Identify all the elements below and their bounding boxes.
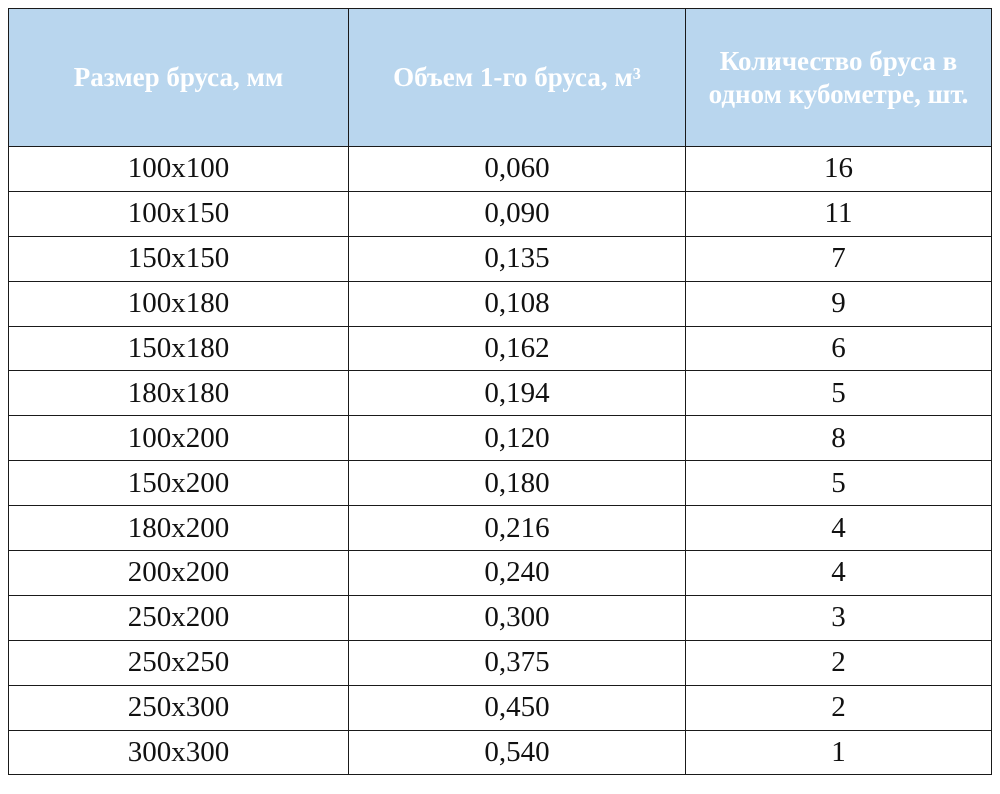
- cell-volume: 0,375: [348, 639, 686, 686]
- cell-quantity: 7: [685, 235, 992, 282]
- cell-volume: 0,135: [348, 235, 686, 282]
- cell-size: 150х180: [8, 325, 349, 372]
- cell-volume: 0,540: [348, 729, 686, 776]
- cell-size: 250х200: [8, 594, 349, 641]
- cell-size: 100х200: [8, 415, 349, 462]
- cell-volume: 0,090: [348, 190, 686, 237]
- cell-quantity: 2: [685, 639, 992, 686]
- cell-volume: 0,180: [348, 460, 686, 507]
- cell-volume: 0,216: [348, 505, 686, 552]
- cell-size: 100х180: [8, 280, 349, 327]
- table-header: Размер бруса, мм Объем 1-го бруса, м³ Ко…: [8, 8, 992, 147]
- table-row: 100х180 0,108 9: [8, 280, 992, 327]
- cell-size: 150х200: [8, 460, 349, 507]
- table-container: Размер бруса, мм Объем 1-го бруса, м³ Ко…: [8, 8, 992, 776]
- table-row: 250х200 0,300 3: [8, 594, 992, 641]
- cell-size: 300х300: [8, 729, 349, 776]
- table-row: 100х200 0,120 8: [8, 415, 992, 462]
- cell-quantity: 5: [685, 370, 992, 417]
- cell-volume: 0,240: [348, 550, 686, 596]
- cell-volume: 0,120: [348, 415, 686, 462]
- table-body: 100х100 0,060 16 100х150 0,090 11 150х150 0,135…: [8, 146, 992, 776]
- cell-size: 150х150: [8, 235, 349, 282]
- table-row: 180х200 0,216 4: [8, 505, 992, 552]
- header-size: Размер бруса, мм: [8, 8, 349, 147]
- cell-quantity: 6: [685, 325, 992, 372]
- table-row: 200х200 0,240 4: [8, 550, 992, 596]
- table-row: 100х150 0,090 11: [8, 190, 992, 237]
- cell-size: 100х100: [8, 146, 349, 192]
- cell-quantity: 4: [685, 505, 992, 552]
- cell-quantity: 5: [685, 460, 992, 507]
- cell-quantity: 2: [685, 684, 992, 731]
- cell-size: 180х200: [8, 505, 349, 552]
- cell-volume: 0,300: [348, 594, 686, 641]
- timber-volume-table: Размер бруса, мм Объем 1-го бруса, м³ Ко…: [8, 8, 992, 776]
- cell-volume: 0,194: [348, 370, 686, 417]
- cell-quantity: 16: [685, 146, 992, 192]
- cell-volume: 0,060: [348, 146, 686, 192]
- cell-size: 200х200: [8, 550, 349, 596]
- table-row: 150х180 0,162 6: [8, 325, 992, 372]
- cell-volume: 0,108: [348, 280, 686, 327]
- cell-volume: 0,450: [348, 684, 686, 731]
- table-row: 150х200 0,180 5: [8, 460, 992, 507]
- table-row: 150х150 0,135 7: [8, 235, 992, 282]
- table-row: 250х250 0,375 2: [8, 639, 992, 686]
- cell-volume: 0,162: [348, 325, 686, 372]
- table-row: 250х300 0,450 2: [8, 684, 992, 731]
- cell-quantity: 9: [685, 280, 992, 327]
- cell-quantity: 3: [685, 594, 992, 641]
- cell-size: 250х250: [8, 639, 349, 686]
- cell-size: 100х150: [8, 190, 349, 237]
- cell-size: 250х300: [8, 684, 349, 731]
- header-volume: Объем 1-го бруса, м³: [348, 8, 686, 147]
- cell-quantity: 1: [685, 729, 992, 776]
- cell-quantity: 11: [685, 190, 992, 237]
- table-row: 100х100 0,060 16: [8, 146, 992, 192]
- table-row: 300х300 0,540 1: [8, 729, 992, 776]
- table-row: 180х180 0,194 5: [8, 370, 992, 417]
- cell-size: 180х180: [8, 370, 349, 417]
- header-quantity: Количество бруса в одном кубометре, шт.: [685, 8, 992, 147]
- cell-quantity: 4: [685, 550, 992, 596]
- cell-quantity: 8: [685, 415, 992, 462]
- header-row: Размер бруса, мм Объем 1-го бруса, м³ Ко…: [8, 8, 992, 147]
